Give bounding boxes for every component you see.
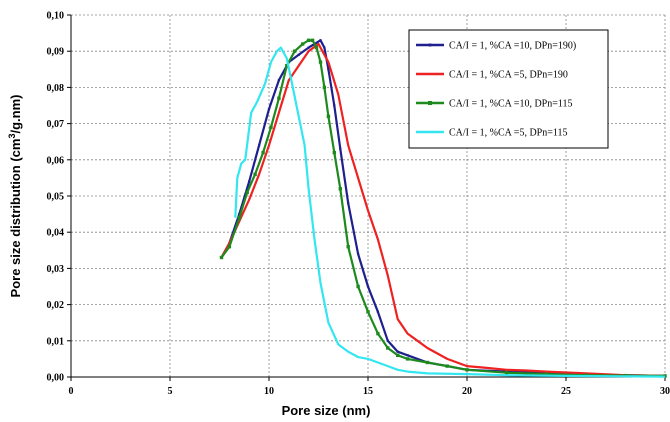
- data-point: [396, 353, 400, 357]
- data-point: [465, 368, 469, 372]
- data-point: [248, 180, 251, 183]
- y-tick-label: 0,03: [47, 264, 65, 275]
- series-line: [220, 42, 666, 377]
- y-tick-label: 0,10: [47, 11, 65, 22]
- data-point: [332, 150, 336, 155]
- data-point: [318, 60, 323, 64]
- data-point: [269, 125, 273, 129]
- data-point: [323, 46, 326, 49]
- x-tick-label: 20: [462, 386, 472, 397]
- data-point: [347, 202, 350, 205]
- data-point: [346, 245, 350, 249]
- data-point: [301, 42, 305, 46]
- data-point: [319, 39, 322, 42]
- data-point: [219, 255, 224, 260]
- data-point: [258, 144, 261, 147]
- y-tick-label: 0,02: [47, 300, 65, 311]
- data-point: [314, 45, 319, 50]
- y-tick-label: 0,07: [47, 119, 65, 130]
- series-line: [234, 46, 666, 378]
- data-point: [326, 114, 331, 119]
- y-tick-label: 0,01: [47, 336, 65, 347]
- data-point: [366, 285, 370, 288]
- data-point: [406, 354, 409, 357]
- data-point: [425, 360, 430, 365]
- legend-label: CA/I = 1, %CA =5, DPn=190: [449, 70, 568, 81]
- data-point: [297, 53, 300, 56]
- y-tick-label: 0,04: [47, 228, 65, 239]
- data-point: [386, 339, 389, 342]
- data-point: [386, 346, 390, 350]
- series-3: [219, 38, 667, 378]
- data-point: [357, 252, 360, 255]
- gridlines: [71, 14, 666, 377]
- data-point: [445, 364, 449, 368]
- data-point: [339, 147, 342, 150]
- data-point: [356, 284, 360, 289]
- legend-label: CA/I = 1, %CA =5, DPn=115: [449, 128, 568, 139]
- data-point: [327, 68, 330, 71]
- y-tick-label: 0,09: [47, 47, 65, 58]
- data-point: [306, 38, 311, 42]
- data-point: [277, 96, 281, 100]
- x-tick-label: 25: [561, 386, 571, 397]
- legend-label: CA/I = 1, %CA =10, DPn=115: [449, 99, 573, 110]
- series-line: [220, 39, 666, 377]
- x-tick-label: 0: [69, 386, 74, 397]
- data-point: [504, 371, 509, 375]
- data-point: [544, 372, 548, 376]
- y-axis-title: Pore size distribution (cm3/g.nm): [7, 95, 23, 298]
- y-tick-labels: 0,00 0,01 0,02 0,03 0,04 0,05 0,06 0,07 0,08 0,09…: [47, 11, 65, 384]
- data-point: [261, 150, 265, 155]
- legend-label: CA/I = 1, %CA =10, DPn=190): [449, 41, 576, 52]
- data-point: [338, 187, 342, 191]
- legend: CA/I = 1, %CA =10, DPn=190) CA/I = 1, %CA…: [408, 29, 609, 149]
- data-point: [307, 46, 310, 49]
- data-point: [396, 350, 399, 353]
- data-point: [253, 172, 257, 176]
- data-point: [237, 216, 241, 220]
- axes: [67, 14, 666, 381]
- data-point: [245, 190, 249, 195]
- data-point: [405, 357, 410, 361]
- series-4: [234, 46, 666, 378]
- legend-marker: [428, 101, 432, 105]
- data-point: [376, 310, 379, 313]
- series-2: [220, 42, 666, 377]
- y-tick-label: 0,00: [47, 373, 65, 384]
- x-tick-label: 30: [660, 386, 670, 397]
- legend-box: [408, 29, 609, 149]
- y-tick-label: 0,08: [47, 83, 65, 94]
- legend-marker: [428, 43, 432, 47]
- y-tick-label: 0,06: [47, 155, 65, 166]
- y-tick-label: 0,05: [47, 192, 65, 203]
- data-point: [293, 49, 297, 53]
- data-point: [322, 85, 327, 90]
- x-axis-title: Pore size (nm): [282, 403, 371, 418]
- x-tick-label: 5: [168, 386, 173, 397]
- data-point: [277, 79, 280, 82]
- x-tick-label: 15: [363, 386, 373, 397]
- data-point: [366, 310, 370, 314]
- data-point: [267, 108, 271, 111]
- data-point: [376, 331, 380, 336]
- x-tick-label: 10: [264, 386, 274, 397]
- data-point: [310, 38, 315, 42]
- data-series: [219, 38, 667, 378]
- data-point: [227, 245, 232, 249]
- x-tick-labels: 0 5 10 15 20 25 30: [69, 386, 670, 397]
- data-point: [285, 64, 289, 68]
- data-point: [333, 104, 336, 107]
